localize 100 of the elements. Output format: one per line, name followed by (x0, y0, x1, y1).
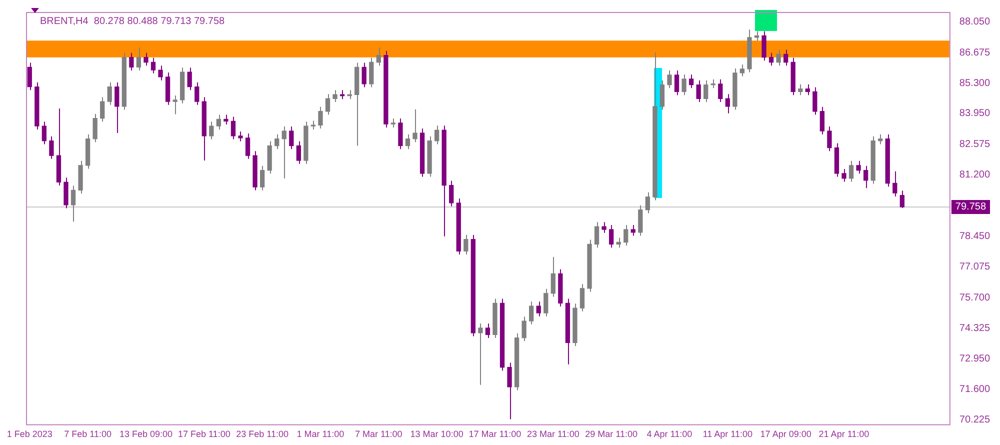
candlestick (158, 65, 163, 81)
candlestick (464, 234, 468, 255)
candlestick (150, 57, 156, 74)
y-tick-label: 71.600 (959, 384, 990, 395)
candlestick (107, 82, 112, 106)
candlestick (783, 49, 788, 66)
y-tick-label: 81.200 (959, 170, 990, 181)
x-tick-label: 1 Mar 11:00 (296, 429, 344, 440)
candlestick (630, 224, 636, 236)
candlestick (842, 168, 846, 182)
candlestick (645, 192, 650, 214)
candlestick (230, 116, 236, 140)
candlestick (820, 106, 824, 135)
candlestick (798, 84, 803, 96)
candlestick (776, 49, 781, 66)
candlestick (580, 283, 585, 312)
candlestick (114, 82, 120, 134)
ref-line-label: 79.758 (955, 202, 986, 213)
candlestick (136, 47, 142, 72)
candlestick (144, 52, 148, 66)
candlestick (209, 121, 214, 140)
candlestick (64, 177, 68, 209)
candlestick (550, 256, 556, 298)
y-tick-label: 78.450 (959, 230, 990, 242)
candlestick (660, 80, 665, 110)
x-tick-label: 11 Apr 11:00 (702, 429, 753, 440)
candlestick (674, 70, 680, 96)
x-tick-label: 29 Mar 11:00 (585, 429, 638, 440)
candlestick (667, 70, 672, 89)
x-tick-label: 7 Mar 11:00 (354, 429, 402, 440)
candlestick (318, 106, 323, 130)
candlestick (325, 94, 330, 116)
candlestick (129, 52, 134, 72)
y-tick-label: 72.950 (959, 354, 990, 365)
y-tick-label: 83.950 (959, 108, 990, 120)
candlestick (718, 78, 723, 102)
candlestick (878, 134, 883, 145)
candlestick (194, 82, 200, 106)
candlestick (42, 121, 47, 145)
candlestick (507, 362, 512, 420)
candlestick (478, 322, 483, 386)
x-tick-label: 17 Apr 09:00 (760, 429, 812, 440)
candlestick (245, 132, 250, 160)
candlestick (485, 322, 490, 339)
candlestick (187, 67, 192, 91)
candlestick (289, 126, 294, 150)
candlestick (405, 134, 410, 150)
candlestick (296, 140, 301, 164)
candlestick (725, 94, 730, 114)
y-tick-label: 74.325 (959, 323, 990, 334)
candlestick (594, 222, 600, 248)
candlestick (688, 74, 694, 89)
x-tick-label: 21 Apr 11:00 (818, 429, 870, 440)
candlestick (768, 52, 774, 66)
y-tick-label: 77.075 (959, 262, 990, 273)
y-tick-label: 82.575 (959, 138, 990, 150)
x-tick-label: 17 Feb 11:00 (178, 429, 230, 440)
candlestick (522, 316, 526, 342)
candlestick (616, 237, 621, 248)
candlestick (638, 204, 643, 236)
candlestick (449, 180, 454, 207)
candlestick (282, 126, 286, 179)
candlestick (754, 30, 760, 42)
candlestick (238, 130, 243, 142)
x-tick-label: 23 Feb 11:00 (236, 429, 288, 440)
candlestick (812, 86, 818, 116)
x-tick-label: 23 Mar 11:00 (526, 429, 580, 440)
candlestick (434, 125, 440, 145)
candlestick (624, 224, 628, 246)
x-tick-label: 17 Mar 11:00 (468, 429, 522, 440)
candlestick (274, 134, 280, 150)
x-tick-label: 13 Feb 09:00 (119, 429, 172, 440)
candlestick (224, 114, 228, 126)
candlestick (369, 57, 374, 88)
candlestick (27, 62, 32, 91)
candlestick (892, 170, 898, 197)
candlestick (805, 84, 810, 96)
candlestick (376, 47, 381, 66)
candlestick (602, 222, 606, 234)
candlestick (398, 118, 403, 150)
y-tick-label: 75.700 (959, 292, 990, 304)
candlestick (362, 62, 366, 88)
candlestick (412, 108, 418, 143)
candlestick (216, 114, 222, 130)
candlestick (260, 165, 265, 191)
chart-title: BRENT,H4 80.278 80.488 79.713 79.758 (40, 16, 226, 27)
candlestick (70, 185, 76, 222)
candlestick (332, 90, 338, 102)
y-tick-label: 70.225 (959, 414, 990, 426)
y-tick-label: 85.300 (959, 78, 990, 89)
candlestick (856, 160, 861, 174)
x-tick-label: 13 Mar 10:00 (410, 429, 464, 440)
candlestick (100, 96, 105, 122)
candlestick (762, 30, 766, 62)
x-tick-label: 7 Feb 11:00 (64, 429, 112, 440)
candlestick (704, 80, 708, 102)
candlestick (529, 301, 534, 325)
candlestick (92, 113, 98, 143)
x-tick-label: 4 Apr 11:00 (646, 429, 692, 440)
candlestick (536, 301, 541, 317)
